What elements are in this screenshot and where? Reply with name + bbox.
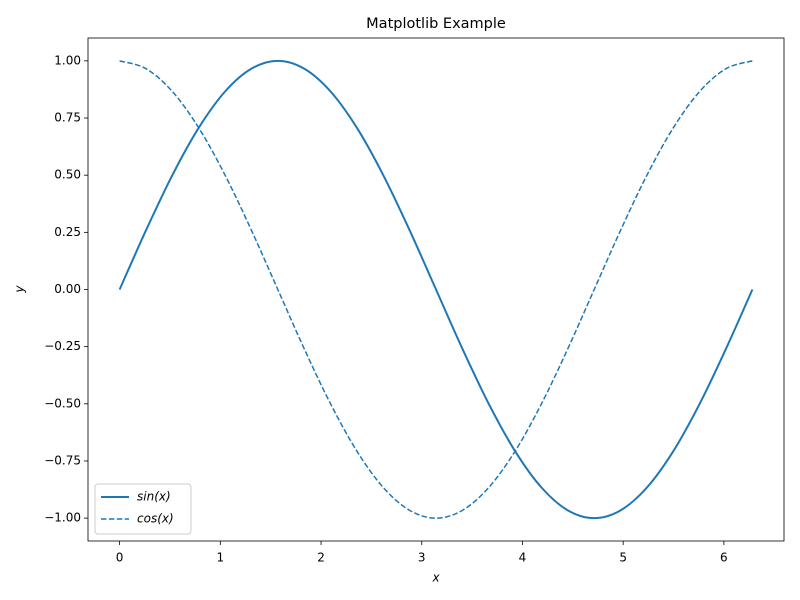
- y-tick-label: −0.75: [44, 453, 81, 467]
- x-tick-label: 5: [619, 551, 627, 565]
- x-tick-label: 3: [418, 551, 426, 565]
- legend: sin(x) cos(x): [94, 483, 192, 535]
- y-tick-label: 0.75: [54, 111, 81, 125]
- y-tick-label: 0.25: [54, 225, 81, 239]
- y-tick-label: −0.50: [44, 396, 81, 410]
- x-tick-label: 2: [317, 551, 325, 565]
- x-tick-label: 0: [116, 551, 124, 565]
- x-tick-label: 6: [720, 551, 728, 565]
- series-line: [118, 59, 754, 520]
- legend-label: cos(x): [137, 512, 174, 526]
- y-axis-label: y: [13, 285, 27, 294]
- x-tick-label: 1: [217, 551, 225, 565]
- y-tick-label: 0.50: [54, 168, 81, 182]
- plot-frame: [87, 37, 785, 542]
- y-tick-label: 0.00: [54, 282, 81, 296]
- y-tick-label: −0.25: [44, 339, 81, 353]
- legend-label: sin(x): [137, 490, 171, 504]
- y-tick-label: 1.00: [54, 53, 81, 67]
- x-axis-label: x: [431, 571, 440, 585]
- x-tick-label: 4: [519, 551, 527, 565]
- y-tick-label: −1.00: [44, 511, 81, 525]
- series-line: [119, 60, 753, 519]
- chart-title: Matplotlib Example: [366, 16, 506, 32]
